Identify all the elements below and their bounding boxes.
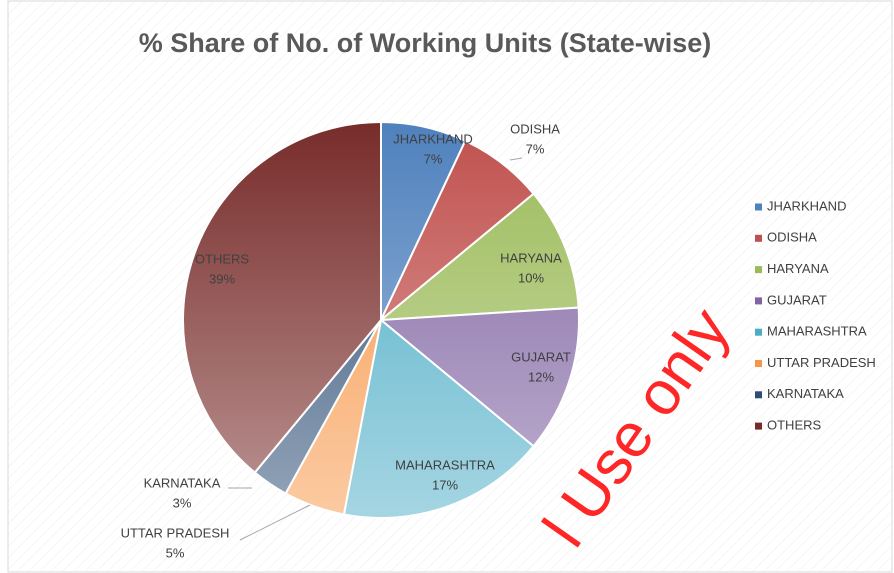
legend-swatch [755, 360, 762, 367]
data-label-value: 12% [528, 369, 554, 384]
data-label-name: JHARKHAND [393, 131, 472, 146]
data-label-name: OTHERS [195, 251, 250, 266]
legend-label: JHARKHAND [767, 198, 846, 213]
legend-swatch [755, 391, 762, 399]
data-label-name: GUJARAT [511, 349, 571, 364]
leader-line [239, 504, 311, 541]
legend: JHARKHAND ODISHA HARYANA GUJARAT MAHARASHTRA… [755, 198, 876, 433]
data-label-value: 5% [166, 545, 185, 560]
legend-label: ODISHA [767, 230, 817, 245]
data-label-value: 39% [209, 271, 235, 286]
slice [377, 192, 580, 322]
data-label-name: KARNATAKA [144, 475, 221, 490]
leader-line [509, 157, 523, 161]
data-label-value: 17% [432, 477, 458, 492]
legend-swatch [755, 297, 762, 305]
slice [182, 120, 382, 474]
data-labels: JHARKHAND 7% ODISHA 7% HARYANA 10% GUJARAT 12% M… [121, 121, 571, 560]
slice [342, 318, 535, 519]
legend-label: KARNATAKA [767, 386, 844, 401]
data-label-name: ODISHA [510, 121, 560, 136]
data-label-name: MAHARASHTRA [395, 457, 495, 472]
legend-swatch [755, 234, 762, 242]
legend-label: HARYANA [767, 261, 829, 276]
pie [182, 120, 580, 519]
data-label-value: 10% [518, 270, 544, 285]
legend-swatch [755, 203, 762, 211]
legend-swatch [755, 328, 762, 336]
legend-label: GUJARAT [767, 292, 827, 307]
legend-label: UTTAR PRADESH [767, 355, 876, 370]
data-label-value: 3% [173, 495, 192, 510]
chart-title: % Share of No. of Working Units (State-w… [139, 28, 712, 58]
slice [378, 306, 580, 448]
data-label-name: HARYANA [500, 250, 562, 265]
legend-swatch [755, 422, 762, 430]
legend-label: MAHARASHTRA [767, 324, 867, 339]
data-label-value: 7% [526, 141, 545, 156]
legend-swatch [755, 266, 762, 274]
data-label-value: 7% [424, 151, 443, 166]
legend-label: OTHERS [767, 418, 822, 433]
data-label-name: UTTAR PRADESH [121, 525, 230, 540]
